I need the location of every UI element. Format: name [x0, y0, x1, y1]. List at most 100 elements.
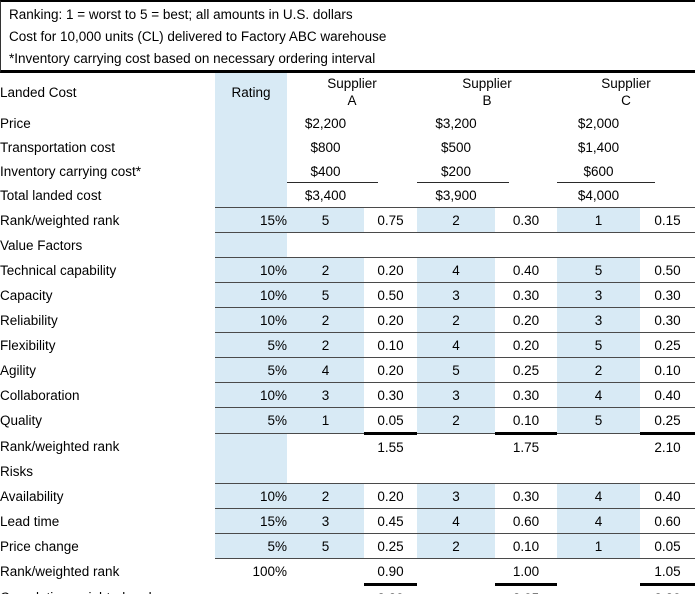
money-cell-a: $800: [310, 139, 341, 155]
spacer-cell: [557, 585, 640, 594]
rank-cell-b: 5: [417, 357, 495, 383]
weight-cell: 5%: [215, 533, 287, 559]
spacer-cell: [495, 111, 557, 135]
weighted-cell-c: 0.25: [640, 407, 695, 435]
spacer-cell: [287, 434, 364, 460]
weighted-cell-b: 0.10: [495, 533, 557, 559]
weighted-cell-b: 0.10: [495, 407, 557, 435]
rank-cell-c: 5: [557, 332, 640, 358]
spacer-cell: [495, 183, 557, 208]
table-row-reliability: Reliability 10% 2 0.20 2 0.20 3 0.30: [0, 307, 695, 333]
table-row-value-factors-section: Value Factors: [0, 232, 695, 258]
spacer-cell: [417, 459, 495, 484]
weighted-cell-c: 0.40: [640, 382, 695, 408]
table-row-price-change: Price change 5% 5 0.25 2 0.10 1 0.05: [0, 533, 695, 559]
rank-cell-a: 3: [287, 382, 364, 408]
weighted-cell-c: 0.05: [640, 533, 695, 559]
spacer-cell: [640, 159, 695, 183]
weighted-cell-b: 0.20: [495, 307, 557, 333]
rank-cell-b: 3: [417, 483, 495, 509]
supplier-b-header-line2: B: [482, 93, 492, 108]
rank-cell-c: 5: [557, 407, 640, 434]
weighted-total-c: 1.05: [640, 558, 695, 586]
weighted-cell-a: 0.10: [364, 332, 417, 358]
spacer-cell: [287, 559, 364, 585]
section-header-value-factors: Value Factors: [0, 237, 83, 253]
weighted-cell-c: 0.40: [640, 483, 695, 509]
rating-spacer-cell: [215, 183, 287, 208]
rank-cell-c: 4: [557, 508, 640, 534]
spacer-cell: [495, 135, 557, 159]
row-label: Flexibility: [0, 337, 56, 353]
table-row-value-rank: Rank/weighted rank 1.55 1.75 2.10: [0, 433, 695, 460]
table-row-lead-time: Lead time 15% 3 0.45 4 0.60 4 0.60: [0, 508, 695, 534]
spacer-cell: [495, 232, 557, 258]
weighted-cell-c: 0.15: [640, 207, 695, 233]
spacer-cell: [640, 135, 695, 159]
spacer-cell: [495, 459, 557, 484]
spacer-cell: [364, 135, 417, 159]
money-cell-b: $3,200: [435, 115, 477, 131]
weighted-cell-b: 0.30: [495, 483, 557, 509]
spacer-cell: [417, 434, 495, 460]
supplier-c-header-line2: C: [621, 93, 631, 108]
rank-cell-b: 2: [417, 307, 495, 333]
table-row-collaboration: Collaboration 10% 3 0.30 3 0.30 4 0.40: [0, 382, 695, 408]
weighted-total-a: 0.90: [364, 558, 417, 586]
rank-cell-c: 2: [557, 357, 640, 383]
table-row-total-landed-cost: Total landed cost $3,400 $3,900 $4,000: [0, 183, 695, 208]
table-row-landed-rank: Rank/weighted rank 15% 5 0.75 2 0.30 1 0…: [0, 207, 695, 233]
rank-cell-a: 4: [287, 357, 364, 383]
weighted-cell-b: 0.60: [495, 508, 557, 534]
weighted-cell-c: 0.10: [640, 357, 695, 383]
weighted-cell-c: 0.30: [640, 282, 695, 308]
weight-cell: 15%: [215, 508, 287, 534]
money-cell-b: $200: [417, 159, 510, 183]
weight-cell: 10%: [215, 483, 287, 509]
supplier-c-header-line1: Supplier: [601, 76, 651, 91]
weighted-cell-c: 0.30: [640, 307, 695, 333]
row-label: Availability: [0, 488, 64, 504]
rank-cell-a: 2: [287, 332, 364, 358]
table-row-inventory: Inventory carrying cost* $400 $200 $600: [0, 159, 695, 183]
spacer-cell: [287, 459, 364, 484]
spacer-cell: [417, 559, 495, 585]
row-label: Quality: [0, 413, 43, 428]
spacer-cell: [495, 159, 557, 183]
rank-cell-c: 3: [557, 282, 640, 308]
spacer-cell: [417, 232, 495, 258]
rank-cell-c: 1: [557, 533, 640, 559]
weight-cell: 5%: [215, 357, 287, 383]
table-row-availability: Availability 10% 2 0.20 3 0.30 4 0.40: [0, 483, 695, 509]
weighted-cell-b: 0.30: [495, 282, 557, 308]
spacer-cell: [364, 459, 417, 484]
money-cell-c: $600: [557, 159, 655, 183]
section-header-risks: Risks: [0, 463, 33, 479]
note-inventory-footnote: *Inventory carrying cost based on necess…: [9, 51, 376, 66]
weighted-cell-a: 0.20: [364, 257, 417, 283]
spacer-cell: [364, 159, 417, 183]
supplier-c-header: Supplier C: [557, 73, 695, 111]
note-cost-basis: Cost for 10,000 units (CL) delivered to …: [9, 29, 387, 44]
money-cell-b: $500: [440, 139, 472, 155]
row-label: Rank/weighted rank: [0, 212, 120, 228]
weighted-cell-a: 0.30: [364, 382, 417, 408]
row-label: Price change: [0, 538, 79, 554]
rank-cell-a: 2: [287, 307, 364, 333]
rank-cell-c: 5: [557, 257, 640, 283]
rank-cell-a: 5: [287, 207, 364, 233]
spacer-cell: [215, 585, 287, 594]
rank-cell-a: 2: [287, 483, 364, 509]
row-label: Rank/weighted rank: [0, 564, 120, 579]
rank-cell-b: 2: [417, 207, 495, 233]
rank-cell-b: 3: [417, 282, 495, 308]
row-label: Lead time: [0, 513, 60, 529]
spacer-cell: [557, 459, 640, 484]
rank-cell-c: 4: [557, 483, 640, 509]
money-cell-c: $1,400: [577, 139, 620, 155]
rating-spacer-cell: [215, 135, 287, 159]
weighted-total-a: 1.55: [377, 439, 404, 455]
row-label: Inventory carrying cost*: [0, 163, 142, 179]
spacer-cell: [557, 559, 640, 585]
